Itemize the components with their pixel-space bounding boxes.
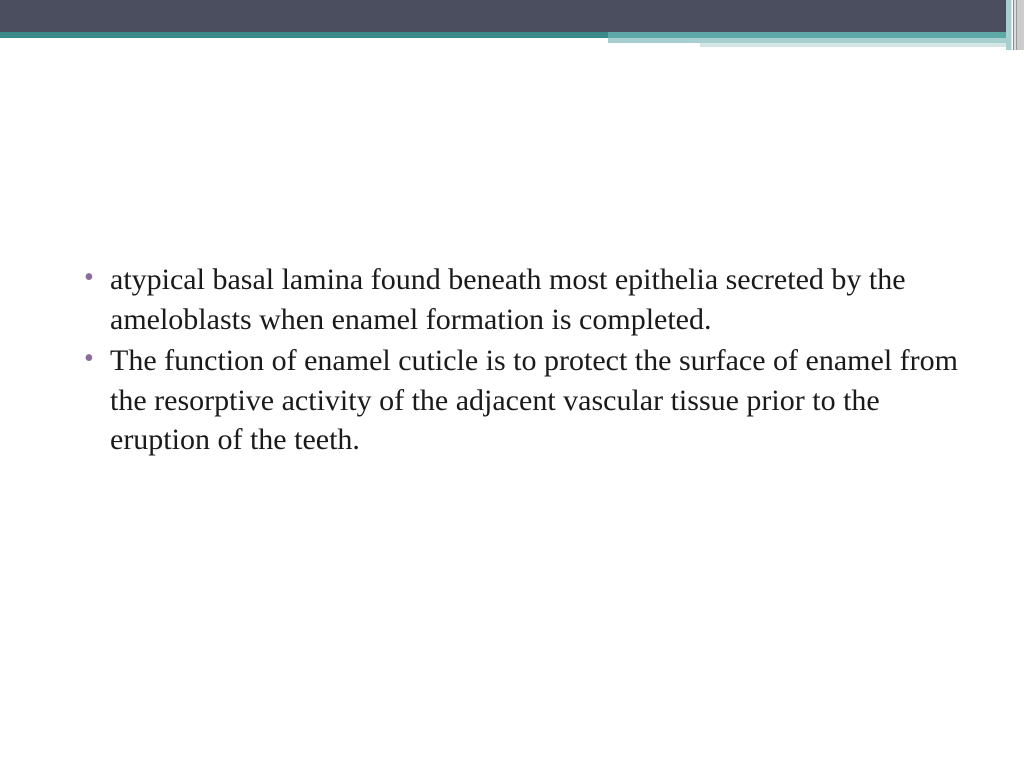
right-edge-decor [1006,0,1024,50]
accent-line-4 [700,43,1024,47]
slide-content: atypical basal lamina found beneath most… [82,260,964,462]
bullet-list: atypical basal lamina found beneath most… [82,260,964,460]
bullet-item: atypical basal lamina found beneath most… [82,260,964,339]
accent-line-1 [0,32,608,38]
header-band [0,0,1024,32]
bullet-item: The function of enamel cuticle is to pro… [82,341,964,460]
